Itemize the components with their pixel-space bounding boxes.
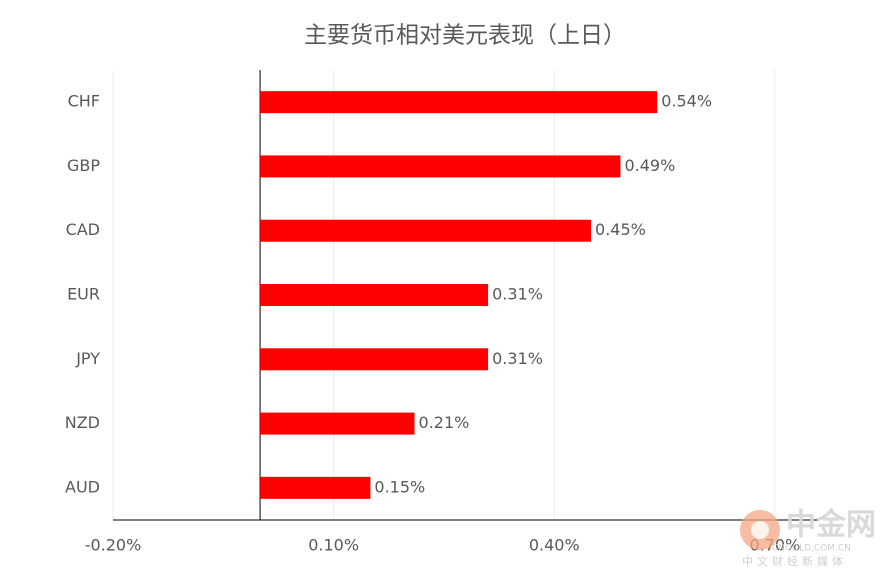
watermark: 中金网 CNGOLD.COM.CN 中文财经新媒体 [740, 508, 876, 568]
data-label: 0.31% [492, 349, 543, 368]
bar [260, 219, 592, 242]
plot-area: -0.20% 0.10% 0.40% 0.70%CHF 0.54%GBP 0.49%CAD… [65, 70, 819, 555]
y-tick-label: AUD [65, 477, 100, 496]
y-tick-label: CAD [66, 220, 100, 239]
bar [260, 91, 658, 114]
data-label: 0.15% [374, 477, 425, 496]
y-tick-label: JPY [75, 349, 100, 368]
watermark-name: 中金网 [786, 508, 876, 543]
y-tick-label: EUR [67, 285, 100, 304]
bar [260, 155, 621, 178]
bar [260, 348, 489, 371]
x-tick-label: 0.10% [308, 536, 359, 555]
x-tick-label: 0.40% [529, 536, 580, 555]
data-label: 0.45% [595, 220, 646, 239]
data-label: 0.21% [419, 413, 470, 432]
bar [260, 476, 371, 499]
watermark-site: CNGOLD.COM.CN [772, 544, 851, 554]
y-tick-label: GBP [67, 156, 100, 175]
watermark-logo-inner [751, 521, 769, 539]
data-label: 0.49% [624, 156, 675, 175]
data-label: 0.31% [492, 285, 543, 304]
x-tick-label: -0.20% [85, 536, 142, 555]
data-label: 0.54% [661, 92, 712, 111]
chart-title: 主要货币相对美元表现（上日） [304, 23, 626, 49]
watermark-slogan: 中文财经新媒体 [742, 554, 847, 568]
y-tick-label: CHF [68, 92, 100, 111]
y-tick-label: NZD [65, 413, 100, 432]
bar [260, 284, 489, 306]
bar [260, 412, 415, 435]
